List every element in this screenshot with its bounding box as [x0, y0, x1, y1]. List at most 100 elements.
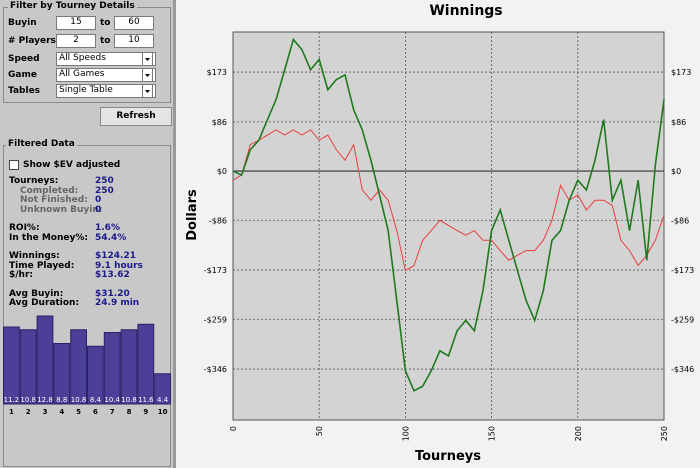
- y-tick-label-right: $173: [671, 68, 691, 77]
- y-tick-label: -$86: [209, 216, 227, 225]
- side-panel: Filter by Tourney Details Buyin 15 to 60…: [0, 0, 176, 468]
- y-tick-label-right: $0: [671, 167, 681, 176]
- y-tick-label-right: -$173: [671, 266, 694, 275]
- players-label: # Players: [8, 36, 56, 46]
- stat-label: Avg Buyin:: [9, 288, 64, 299]
- stat-value: 0: [95, 195, 102, 205]
- stat-label: Unknown Buyin:: [20, 204, 103, 215]
- stat-label: ROI%:: [9, 223, 40, 233]
- game-select[interactable]: All Games: [56, 68, 156, 82]
- bar-value-label: 10.8: [20, 396, 36, 404]
- to-label: to: [100, 18, 111, 28]
- stat-value: 1.6%: [95, 223, 120, 233]
- bar-category-label: 4: [59, 408, 64, 416]
- finish-bar: [36, 315, 54, 405]
- y-tick-label: -$173: [204, 266, 227, 275]
- bar-category-label: 3: [43, 408, 48, 416]
- x-tick-label: 50: [315, 426, 324, 436]
- x-tick-label: 200: [574, 426, 583, 441]
- stat-value: 24.9 min: [95, 298, 140, 308]
- y-tick-label: $86: [212, 118, 227, 127]
- finish-bar: [3, 326, 20, 405]
- bar-category-label: 10: [158, 408, 168, 416]
- speed-select[interactable]: All Speeds: [56, 52, 156, 66]
- bar-value-label: 10.4: [104, 396, 120, 404]
- filtered-title: Filtered Data: [6, 139, 77, 149]
- finish-bar: [70, 329, 87, 405]
- stat-value: $31.20: [95, 288, 130, 299]
- y-tick-label: $173: [207, 68, 227, 77]
- tables-select[interactable]: Single Table: [56, 84, 156, 98]
- bar-value-label: 12.8: [37, 396, 53, 404]
- x-axis-label: Tourneys: [415, 449, 481, 464]
- bar-category-label: 9: [143, 408, 148, 416]
- stat-value: $13.62: [95, 270, 130, 280]
- y-tick-label: -$346: [204, 365, 227, 374]
- x-tick-label: 0: [229, 426, 238, 431]
- filtered-group: [3, 145, 171, 467]
- y-tick-label: -$259: [204, 315, 227, 324]
- tables-label: Tables: [8, 86, 41, 96]
- filter-title: Filter by Tourney Details: [8, 1, 137, 11]
- stat-label: $/hr:: [9, 270, 33, 280]
- y-tick-label: $0: [217, 167, 227, 176]
- finish-bar: [53, 343, 71, 405]
- players-from[interactable]: 2: [56, 34, 96, 48]
- refresh-button[interactable]: Refresh: [100, 107, 172, 126]
- bar-category-label: 1: [9, 408, 14, 416]
- stat-label: Winnings:: [9, 251, 60, 261]
- stat-label: Tourneys:: [9, 176, 59, 186]
- bar-category-label: 8: [127, 408, 132, 416]
- chart-title: Winnings: [429, 3, 502, 19]
- bar-category-label: 7: [110, 408, 115, 416]
- stat-value: $124.21: [95, 251, 136, 261]
- bar-value-label: 8.4: [90, 396, 102, 404]
- buyin-label: Buyin: [8, 18, 37, 28]
- game-label: Game: [8, 70, 37, 80]
- y-tick-label-right: -$86: [671, 216, 689, 225]
- x-tick-label: 100: [401, 426, 410, 441]
- bar-category-label: 6: [93, 408, 98, 416]
- chart: Winnings Dollars Tourneys $173 $173 $86 $86…: [185, 3, 694, 464]
- series-line: [232, 37, 665, 392]
- to-label: to: [100, 36, 111, 46]
- stat-value: 0: [95, 204, 102, 215]
- ev-checkbox[interactable]: [9, 160, 19, 170]
- stat-value: 250: [95, 185, 114, 196]
- stat-label: Not Finished:: [20, 195, 88, 205]
- bar-category-label: 2: [26, 408, 31, 416]
- buyin-from[interactable]: 15: [56, 16, 96, 30]
- series-line: [232, 129, 665, 272]
- finish-bar: [137, 323, 155, 405]
- buyin-to[interactable]: 60: [114, 16, 154, 30]
- finish-chart: 11.2 1 10.8 2 12.8 3 8.8 4 10.8 5 8.4 6 10.4 7 10.8 8 11…: [3, 315, 171, 416]
- players-to[interactable]: 10: [114, 34, 154, 48]
- y-axis-label: Dollars: [185, 189, 200, 241]
- y-tick-label-right: -$346: [671, 365, 694, 374]
- stat-label: Avg Duration:: [9, 298, 80, 308]
- bar-value-label: 10.8: [121, 396, 137, 404]
- bar-value-label: 11.2: [4, 396, 20, 404]
- y-tick-label-right: -$259: [671, 315, 694, 324]
- finish-bar: [87, 345, 104, 405]
- bar-value-label: 8.8: [56, 396, 67, 404]
- x-tick-label: 150: [488, 426, 497, 441]
- bar-value-label: 4.4: [157, 396, 169, 404]
- stat-label: Completed:: [20, 185, 79, 196]
- speed-label: Speed: [8, 54, 40, 64]
- x-tick-label: 250: [660, 426, 669, 441]
- finish-bar: [120, 329, 138, 405]
- dropdown-arrows: [142, 52, 153, 98]
- stat-label: Time Played:: [9, 260, 75, 271]
- stat-value: 54.4%: [95, 232, 127, 243]
- checkbox-label: Show $EV adjusted: [23, 160, 121, 170]
- y-tick-label-right: $86: [671, 118, 686, 127]
- finish-bar: [154, 373, 171, 405]
- stat-value: 9.1 hours: [95, 260, 143, 271]
- stat-label: In the Money%:: [9, 232, 88, 243]
- finish-bar: [19, 329, 37, 405]
- bar-category-label: 5: [76, 408, 81, 416]
- bar-value-label: 10.8: [71, 396, 87, 404]
- finish-bar: [103, 332, 121, 405]
